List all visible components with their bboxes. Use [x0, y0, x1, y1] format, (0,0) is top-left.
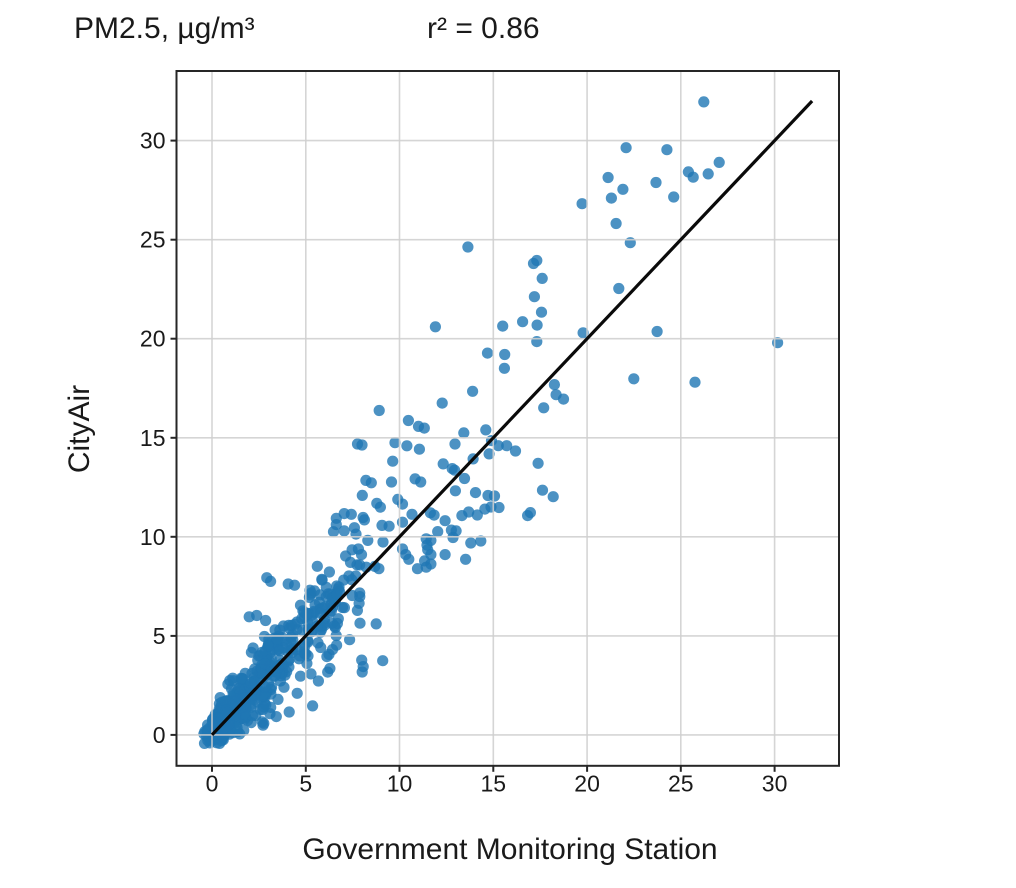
- svg-text:10: 10: [387, 771, 413, 797]
- svg-text:0: 0: [153, 722, 166, 748]
- svg-text:CityAir: CityAir: [63, 385, 96, 473]
- svg-text:25: 25: [140, 227, 166, 253]
- svg-text:30: 30: [762, 771, 788, 797]
- svg-text:20: 20: [140, 326, 166, 352]
- svg-text:Government Monitoring Station: Government Monitoring Station: [302, 833, 717, 866]
- svg-text:PM2.5, µg/m³: PM2.5, µg/m³: [74, 12, 255, 45]
- svg-text:15: 15: [140, 425, 166, 451]
- svg-text:25: 25: [668, 771, 694, 797]
- svg-text:5: 5: [299, 771, 312, 797]
- svg-text:15: 15: [481, 771, 507, 797]
- svg-text:r² = 0.86: r² = 0.86: [427, 12, 540, 45]
- svg-text:20: 20: [574, 771, 600, 797]
- svg-text:5: 5: [153, 623, 166, 649]
- svg-text:30: 30: [140, 128, 166, 154]
- svg-text:0: 0: [206, 771, 219, 797]
- svg-text:10: 10: [140, 524, 166, 550]
